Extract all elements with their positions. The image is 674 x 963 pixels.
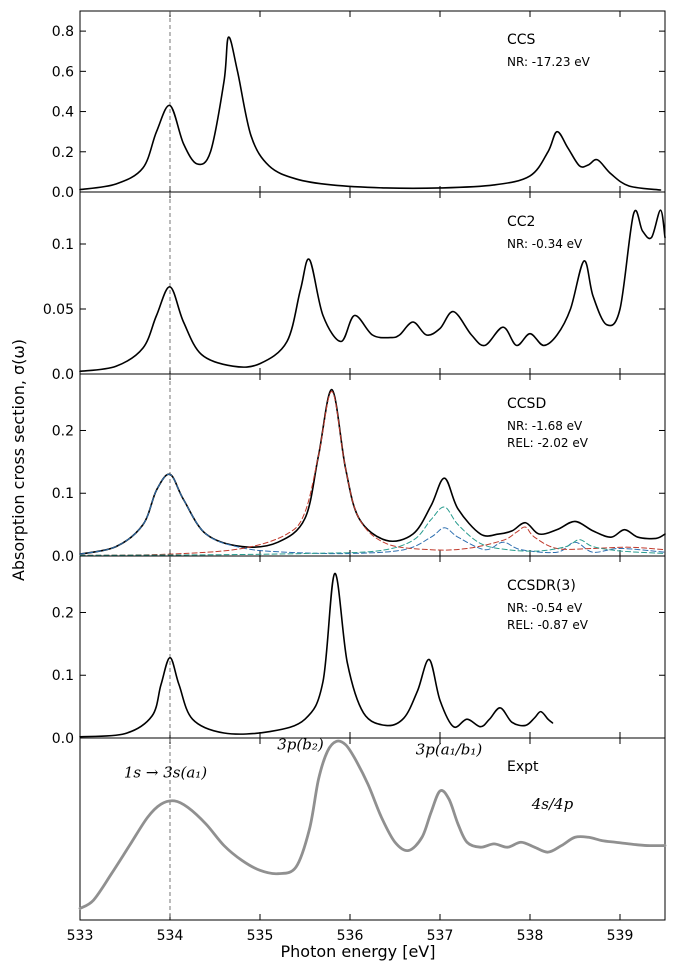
panel-frame [79, 555, 666, 739]
spectrum-series-line [79, 209, 666, 373]
peak-annotation: 3p(b₂) [277, 736, 324, 754]
component-series-line [79, 506, 666, 556]
y-tick-label: 0.0 [52, 367, 74, 383]
spectrum-series-line [79, 572, 554, 738]
panel-title: CC2 [507, 214, 535, 230]
y-tick-label: 0.4 [52, 105, 74, 121]
y-tick-label: 0.2 [52, 605, 74, 621]
y-tick-label: 0.0 [52, 549, 74, 565]
y-tick-label: 0.1 [52, 486, 74, 502]
component-series-line [79, 473, 666, 555]
panel-3: 0.0 0.1 0.2 CCSD NR: -1.68 eV REL: -2.02 eV [52, 373, 666, 565]
y-tick-label: 0.2 [52, 145, 74, 161]
x-tick-label: 539 [607, 928, 634, 944]
panel-note: NR: -0.54 eV [507, 601, 583, 615]
panel-frame [79, 10, 666, 193]
panel-5: 533 534 535 536 537 538 539 Expt 1s → 3s(a₁) 3p(b… [67, 736, 667, 944]
panel-note: NR: -17.23 eV [507, 55, 591, 69]
panel-frame [79, 373, 666, 557]
panel-title: CCSDR(3) [507, 578, 576, 594]
panel-title: Expt [507, 759, 539, 775]
panel-4: 0.0 0.1 0.2 CCSDR(3) NR: -0.54 eV REL: -0.87 … [52, 555, 666, 747]
peak-annotation: 4s/4p [531, 795, 574, 813]
x-tick-label: 537 [427, 928, 454, 944]
panel-note: REL: -2.02 eV [507, 436, 589, 450]
y-tick-label: 0.0 [52, 731, 74, 747]
panel-note: NR: -1.68 eV [507, 419, 583, 433]
panel-1: 0.0 0.2 0.4 0.6 0.8 CCS NR: -17.23 eV [52, 10, 666, 201]
panel-2: 0.0 0.05 0.1 CC2 NR: -0.34 eV [43, 191, 666, 383]
panel-title: CCSD [507, 396, 546, 412]
peak-annotation: 3p(a₁/b₁) [416, 741, 483, 759]
spectrum-series-line [79, 36, 662, 191]
component-series-line [79, 391, 666, 556]
y-tick-label: 0.05 [43, 302, 74, 318]
spectrum-series-line [78, 739, 667, 910]
peak-annotation: 1s → 3s(a₁) [124, 764, 207, 782]
spectrum-series-line [79, 388, 666, 555]
panel-title: CCS [507, 32, 536, 48]
x-tick-label: 536 [337, 928, 364, 944]
y-axis-label: Absorption cross section, σ(ω) [9, 339, 28, 581]
x-tick-label: 538 [517, 928, 544, 944]
panel-note: REL: -0.87 eV [507, 618, 589, 632]
x-axis-label: Photon energy [eV] [281, 942, 436, 961]
y-tick-label: 0.2 [52, 423, 74, 439]
x-tick-label: 533 [67, 928, 94, 944]
panel-frame [79, 737, 666, 921]
x-tick-label: 535 [247, 928, 274, 944]
y-tick-label: 0.0 [52, 185, 74, 201]
y-tick-label: 0.8 [52, 24, 74, 40]
y-tick-label: 0.1 [52, 668, 74, 684]
y-tick-label: 0.1 [52, 237, 74, 253]
panel-note: NR: -0.34 eV [507, 237, 583, 251]
x-tick-label: 534 [157, 928, 184, 944]
y-tick-label: 0.6 [52, 64, 74, 80]
